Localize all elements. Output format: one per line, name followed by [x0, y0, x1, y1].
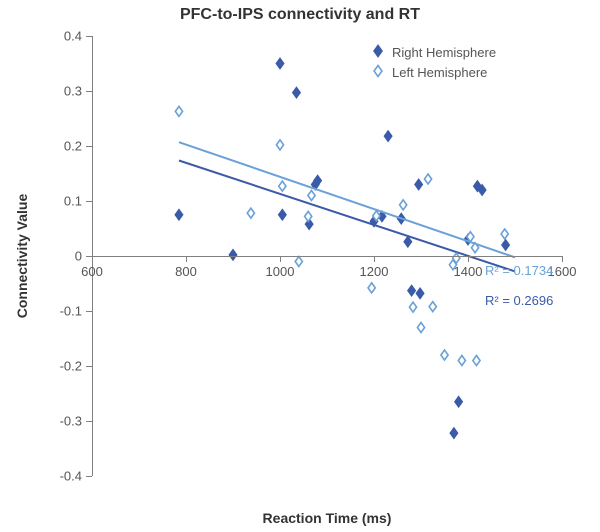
marker-diamond-icon [473, 356, 480, 366]
y-tick [86, 421, 92, 422]
marker-diamond-icon [279, 210, 286, 220]
y-tick-label: -0.2 [32, 359, 82, 374]
y-tick [86, 311, 92, 312]
x-tick [374, 256, 375, 262]
legend-label: Left Hemisphere [392, 65, 487, 80]
y-tick-label: -0.1 [32, 304, 82, 319]
x-tick [92, 256, 93, 262]
y-tick [86, 36, 92, 37]
marker-diamond-icon [502, 240, 509, 250]
y-tick-label: 0.2 [32, 139, 82, 154]
y-tick-label: 0.4 [32, 29, 82, 44]
x-axis-line [92, 256, 562, 257]
marker-diamond-icon [417, 323, 424, 333]
marker-diamond-icon [374, 46, 382, 57]
marker-diamond-icon [400, 200, 407, 210]
marker-diamond-icon [409, 302, 416, 312]
marker-diamond-icon [374, 66, 382, 77]
marker-diamond-icon [279, 181, 286, 191]
legend: Right Hemisphere Left Hemisphere [370, 44, 496, 84]
marker-diamond-icon [404, 237, 411, 247]
legend-item: Left Hemisphere [370, 64, 496, 80]
marker-diamond-icon [247, 208, 254, 218]
x-tick [562, 256, 563, 262]
x-tick-label: 1000 [266, 264, 295, 279]
legend-label: Right Hemisphere [392, 45, 496, 60]
marker-diamond-icon [450, 428, 457, 438]
marker-diamond-icon [408, 286, 415, 296]
marker-diamond-icon [455, 397, 462, 407]
marker-diamond-icon [276, 59, 283, 69]
marker-diamond-icon [276, 140, 283, 150]
marker-diamond-icon [385, 131, 392, 141]
y-tick [86, 91, 92, 92]
chart-container: PFC-to-IPS connectivity and RT 600 800 100… [0, 0, 600, 532]
y-tick-label: 0.1 [32, 194, 82, 209]
marker-diamond-icon [175, 106, 182, 116]
marker-diamond-icon [458, 356, 465, 366]
marker-diamond-icon [175, 210, 182, 220]
x-tick [468, 256, 469, 262]
y-tick [86, 366, 92, 367]
diamond-icon [371, 44, 385, 58]
x-tick-label: 800 [175, 264, 197, 279]
legend-symbol [370, 44, 386, 60]
trend-line [179, 142, 515, 257]
y-tick [86, 146, 92, 147]
x-tick-label: 1400 [454, 264, 483, 279]
chart-title: PFC-to-IPS connectivity and RT [0, 6, 600, 24]
legend-symbol [370, 64, 386, 80]
marker-diamond-icon [295, 257, 302, 267]
y-tick-label: -0.4 [32, 469, 82, 484]
r-squared-label: R² = 0.2696 [485, 293, 553, 308]
marker-diamond-icon [441, 350, 448, 360]
marker-diamond-icon [293, 88, 300, 98]
marker-diamond-icon [305, 211, 312, 221]
y-tick-label: 0 [32, 249, 82, 264]
x-tick [280, 256, 281, 262]
x-axis-label: Reaction Time (ms) [263, 510, 392, 526]
y-tick-label: -0.3 [32, 414, 82, 429]
y-axis-label: Connectivity Value [14, 194, 30, 318]
marker-diamond-icon [308, 191, 315, 201]
marker-diamond-icon [368, 283, 375, 293]
marker-diamond-icon [424, 174, 431, 184]
marker-diamond-icon [415, 180, 422, 190]
y-tick [86, 256, 92, 257]
marker-diamond-icon [429, 302, 436, 312]
x-tick [186, 256, 187, 262]
y-tick-label: 0.3 [32, 84, 82, 99]
y-tick [86, 476, 92, 477]
y-tick [86, 201, 92, 202]
marker-diamond-icon [501, 229, 508, 239]
x-tick-label: 600 [81, 264, 103, 279]
marker-diamond-icon [416, 288, 423, 298]
legend-item: Right Hemisphere [370, 44, 496, 60]
x-tick-label: 1200 [360, 264, 389, 279]
r-squared-label: R² = 0.1734 [485, 263, 553, 278]
diamond-icon [371, 64, 385, 78]
plot-area: 6008001000120014001600-0.4-0.3-0.2-0.100… [92, 36, 562, 476]
